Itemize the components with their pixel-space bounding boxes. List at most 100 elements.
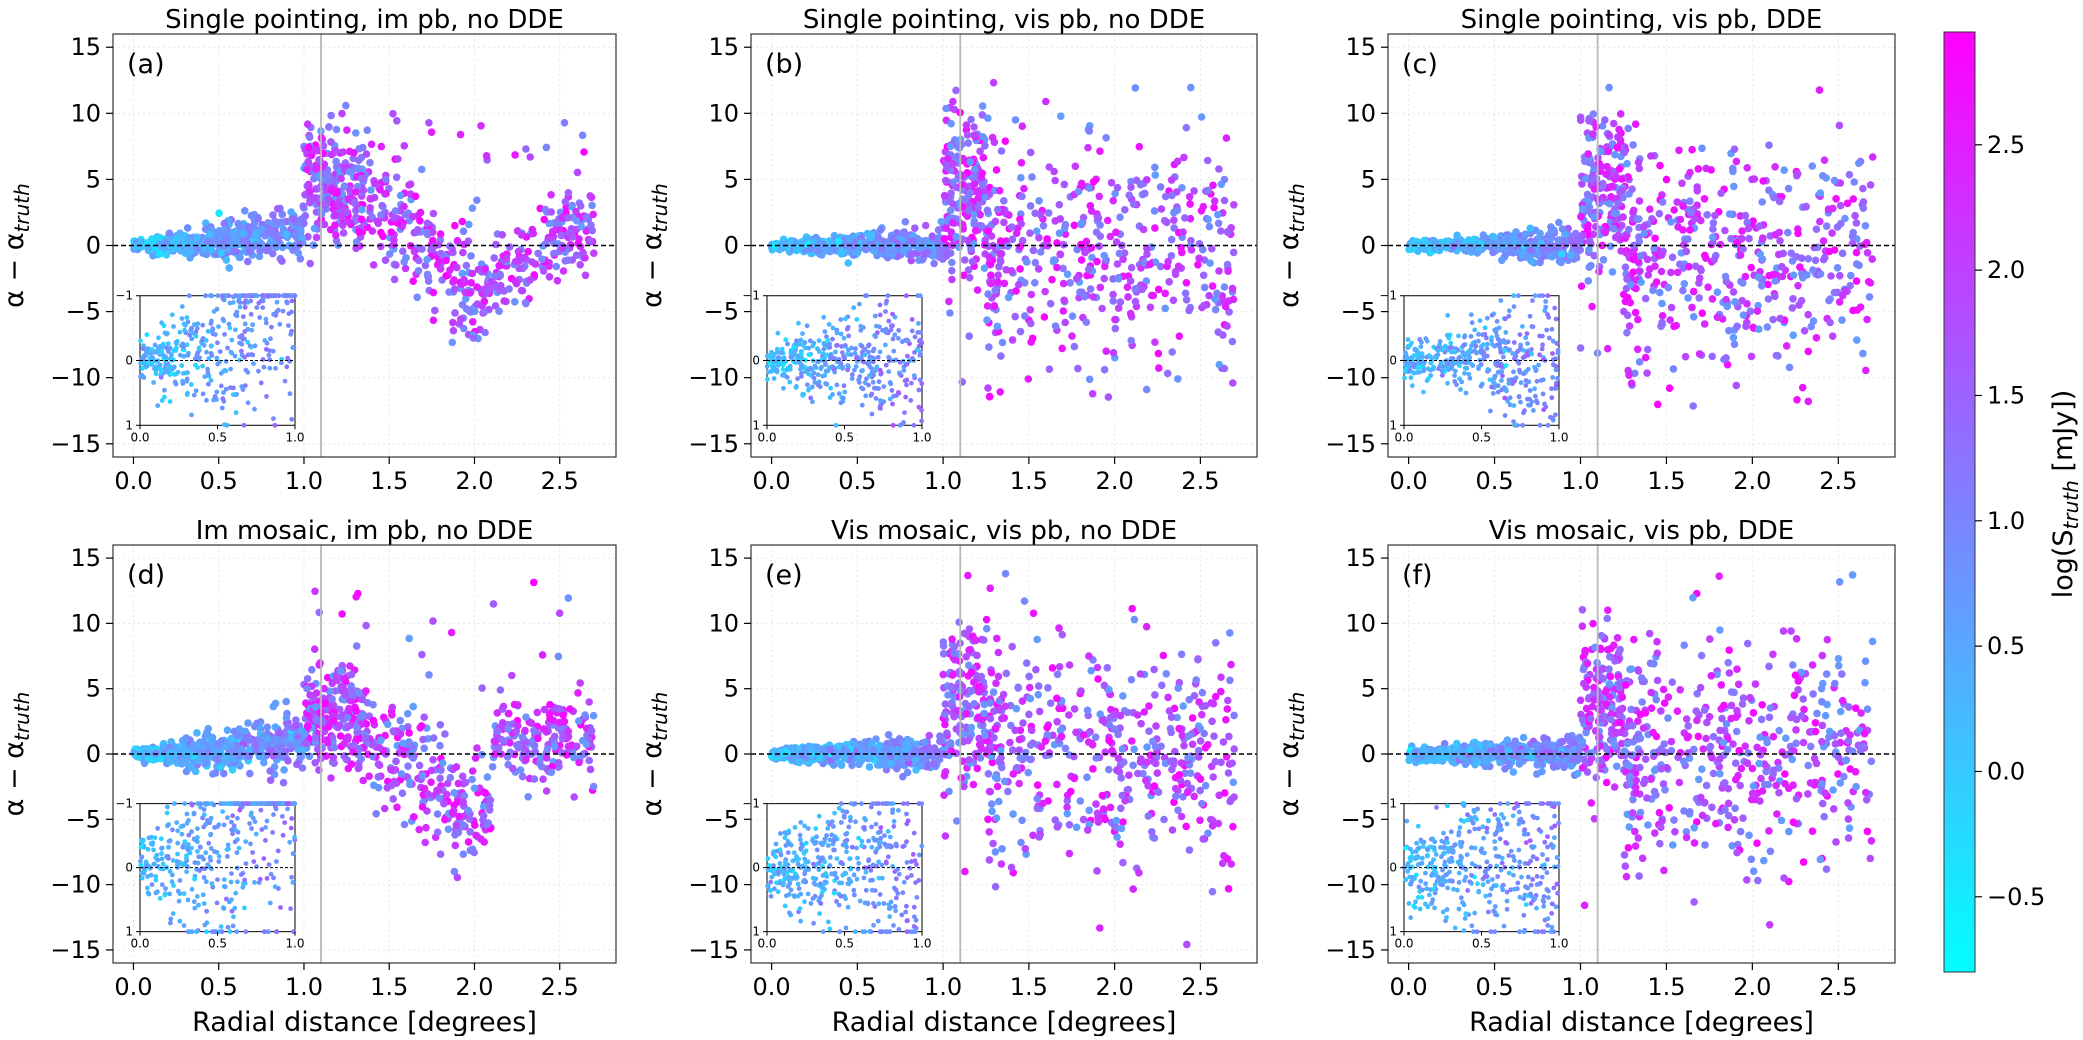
inset-point (1530, 298, 1535, 303)
scatter-point (994, 206, 1002, 214)
inset-point (780, 373, 785, 378)
scatter-point (1690, 288, 1698, 296)
scatter-point (1663, 176, 1671, 184)
inset-point (1512, 340, 1517, 345)
scatter-point (450, 327, 458, 335)
scatter-point (1012, 116, 1020, 124)
scatter-point (368, 141, 376, 149)
scatter-point (1132, 298, 1140, 306)
inset-point (204, 398, 209, 403)
inset-point (1512, 304, 1517, 309)
inset-point (185, 353, 190, 358)
scatter-point (355, 156, 363, 164)
inset-point (873, 386, 878, 391)
inset-point (833, 350, 838, 355)
scatter-point (949, 160, 957, 168)
scatter-point (1087, 202, 1095, 210)
scatter-point (878, 245, 886, 253)
inset-point (1431, 365, 1436, 370)
inset-point (209, 378, 214, 383)
inset-point (1425, 339, 1430, 344)
scatter-point (1221, 197, 1229, 205)
scatter-point (1820, 237, 1828, 245)
inset-point (817, 338, 822, 343)
inset-point (249, 328, 254, 333)
scatter-point (1853, 336, 1861, 344)
scatter-point (983, 316, 991, 324)
scatter-point (1230, 249, 1238, 257)
scatter-point (1634, 346, 1642, 354)
inset-point (1503, 316, 1508, 321)
inset-point (1483, 325, 1488, 330)
scatter-point (1764, 323, 1772, 331)
inset-x-tick-label: 1.0 (285, 430, 304, 444)
scatter-point (1155, 364, 1163, 372)
inset-point (231, 392, 236, 397)
inset-point (189, 382, 194, 387)
inset-point (1506, 339, 1511, 344)
inset-point (846, 334, 851, 339)
scatter-point (1759, 234, 1767, 242)
scatter-point (1164, 370, 1172, 378)
inset-point (900, 339, 905, 344)
y-label-subscript: truth (1285, 183, 1309, 232)
inset-point (840, 350, 845, 355)
inset-point (1402, 376, 1407, 381)
inset-point (1474, 344, 1479, 349)
scatter-point (1009, 236, 1017, 244)
inset-point (782, 356, 787, 361)
scatter-point (1832, 195, 1840, 203)
scatter-point (390, 236, 398, 244)
inset-x-tick-label: 0.5 (208, 430, 227, 444)
scatter-point (998, 147, 1006, 155)
scatter-point (1051, 217, 1059, 225)
scatter-point (1747, 307, 1755, 315)
scatter-point (1002, 137, 1010, 145)
inset-point (1520, 423, 1525, 428)
scatter-point (459, 218, 467, 226)
inset-point (839, 344, 844, 349)
scatter-point (418, 245, 426, 253)
inset-point (904, 383, 909, 388)
scatter-point (1155, 286, 1163, 294)
scatter-point (469, 204, 477, 212)
scatter-point (1555, 219, 1563, 227)
scatter-point (1086, 376, 1094, 384)
scatter-point (1085, 266, 1093, 274)
scatter-point (1632, 309, 1640, 317)
scatter-point (1738, 235, 1746, 243)
scatter-point (414, 226, 422, 234)
scatter-point (1230, 201, 1238, 209)
scatter-point (1619, 213, 1627, 221)
scatter-point (358, 216, 366, 224)
scatter-point (538, 255, 546, 263)
scatter-point (866, 234, 874, 242)
scatter-point (416, 217, 424, 225)
x-tick-label: 1.5 (1010, 467, 1048, 495)
inset-point (1486, 367, 1491, 372)
inset-point (862, 353, 867, 358)
scatter-point (1709, 295, 1717, 303)
scatter-point (1151, 224, 1159, 232)
scatter-point (582, 272, 590, 280)
scatter-point (1051, 177, 1059, 185)
scatter-point (1722, 354, 1730, 362)
inset-point (863, 293, 868, 298)
scatter-point (946, 197, 954, 205)
inset-point (249, 352, 254, 357)
scatter-point (1151, 207, 1159, 215)
inset-point (204, 350, 209, 355)
scatter-point (401, 142, 409, 150)
y-tick-label: 5 (86, 165, 101, 193)
scatter-point (1704, 283, 1712, 291)
scatter-point (990, 79, 998, 87)
scatter-point (1679, 287, 1687, 295)
inset-point (1466, 372, 1471, 377)
inset-point (823, 362, 828, 367)
inset-point (1462, 352, 1467, 357)
inset-point (220, 396, 225, 401)
scatter-point (1805, 398, 1813, 406)
scatter-point (397, 192, 405, 200)
inset-point (1518, 400, 1523, 405)
scatter-point (409, 277, 417, 285)
